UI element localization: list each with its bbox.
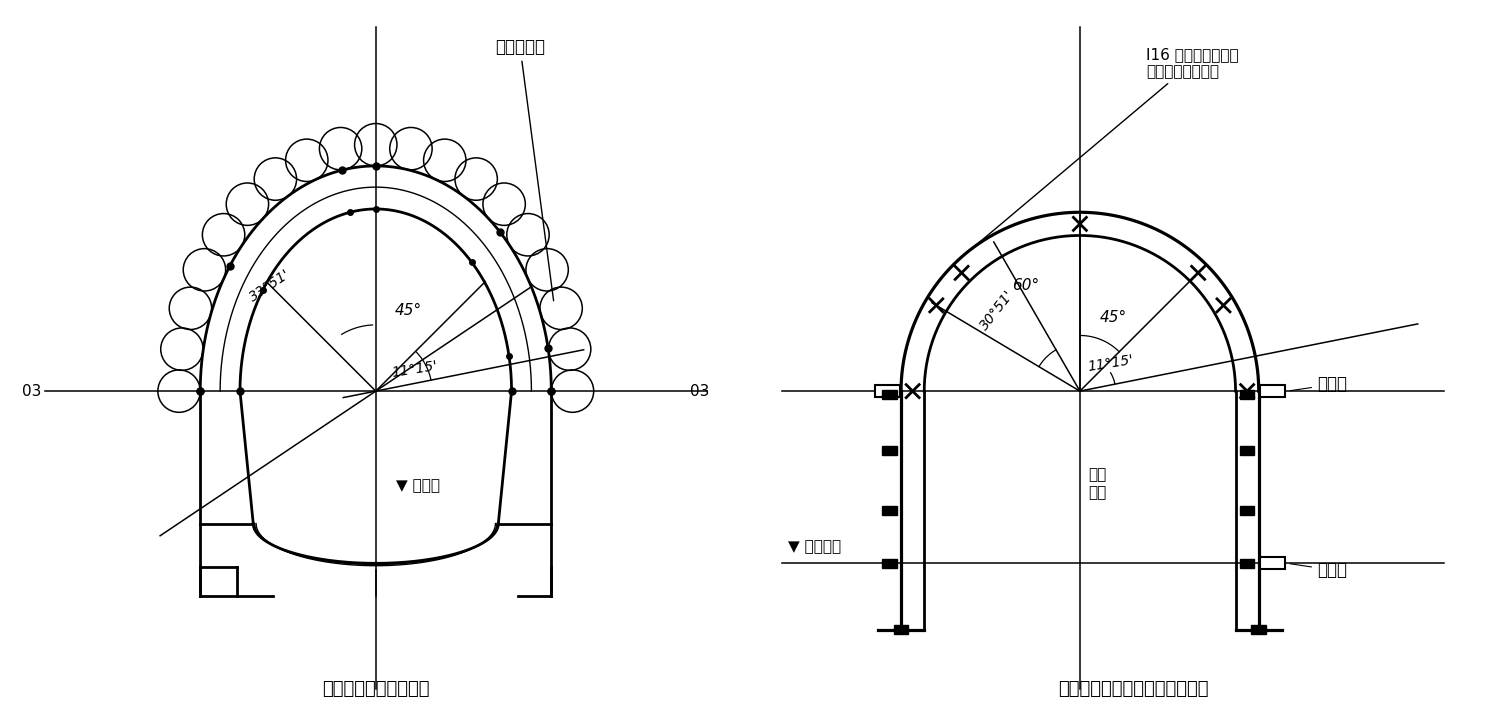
Bar <box>874 385 900 397</box>
Text: 土压盒: 土压盒 <box>1290 375 1347 394</box>
Bar <box>1240 390 1254 399</box>
Text: 隧道
中线: 隧道 中线 <box>1088 468 1106 500</box>
Text: 30°51': 30°51' <box>978 288 1017 333</box>
Text: I16 钢架受力量测点
（贴电阻应变片）: I16 钢架受力量测点 （贴电阻应变片） <box>958 47 1239 260</box>
Text: 45°: 45° <box>1100 309 1126 324</box>
Bar <box>894 625 909 634</box>
Bar <box>1251 625 1266 634</box>
Text: 33°51': 33°51' <box>246 267 292 305</box>
Bar <box>1260 557 1286 569</box>
Text: 03: 03 <box>22 384 42 399</box>
Bar <box>882 390 897 399</box>
Bar <box>882 558 897 568</box>
Bar <box>1240 558 1254 568</box>
Text: 60°: 60° <box>1013 279 1040 294</box>
Text: 土压量测点: 土压量测点 <box>495 38 554 301</box>
Bar <box>1240 446 1254 455</box>
Text: 11°15': 11°15' <box>390 359 438 379</box>
Text: 03: 03 <box>690 384 709 399</box>
Text: ▼ 内轨面: ▼ 内轨面 <box>396 478 439 493</box>
Text: 岩压力量测测点布置图: 岩压力量测测点布置图 <box>322 680 429 698</box>
Text: 土压盒: 土压盒 <box>1290 561 1347 579</box>
Text: 11°15': 11°15' <box>1086 353 1134 374</box>
Bar <box>882 505 897 515</box>
Bar <box>1260 385 1286 397</box>
Bar <box>882 446 897 455</box>
Bar <box>1240 505 1254 515</box>
Text: 45°: 45° <box>394 303 422 318</box>
Text: 型钢架受力量测测点布置示意图: 型钢架受力量测测点布置示意图 <box>1058 680 1208 698</box>
Text: ▼ 内轨顶面: ▼ 内轨顶面 <box>789 539 842 554</box>
